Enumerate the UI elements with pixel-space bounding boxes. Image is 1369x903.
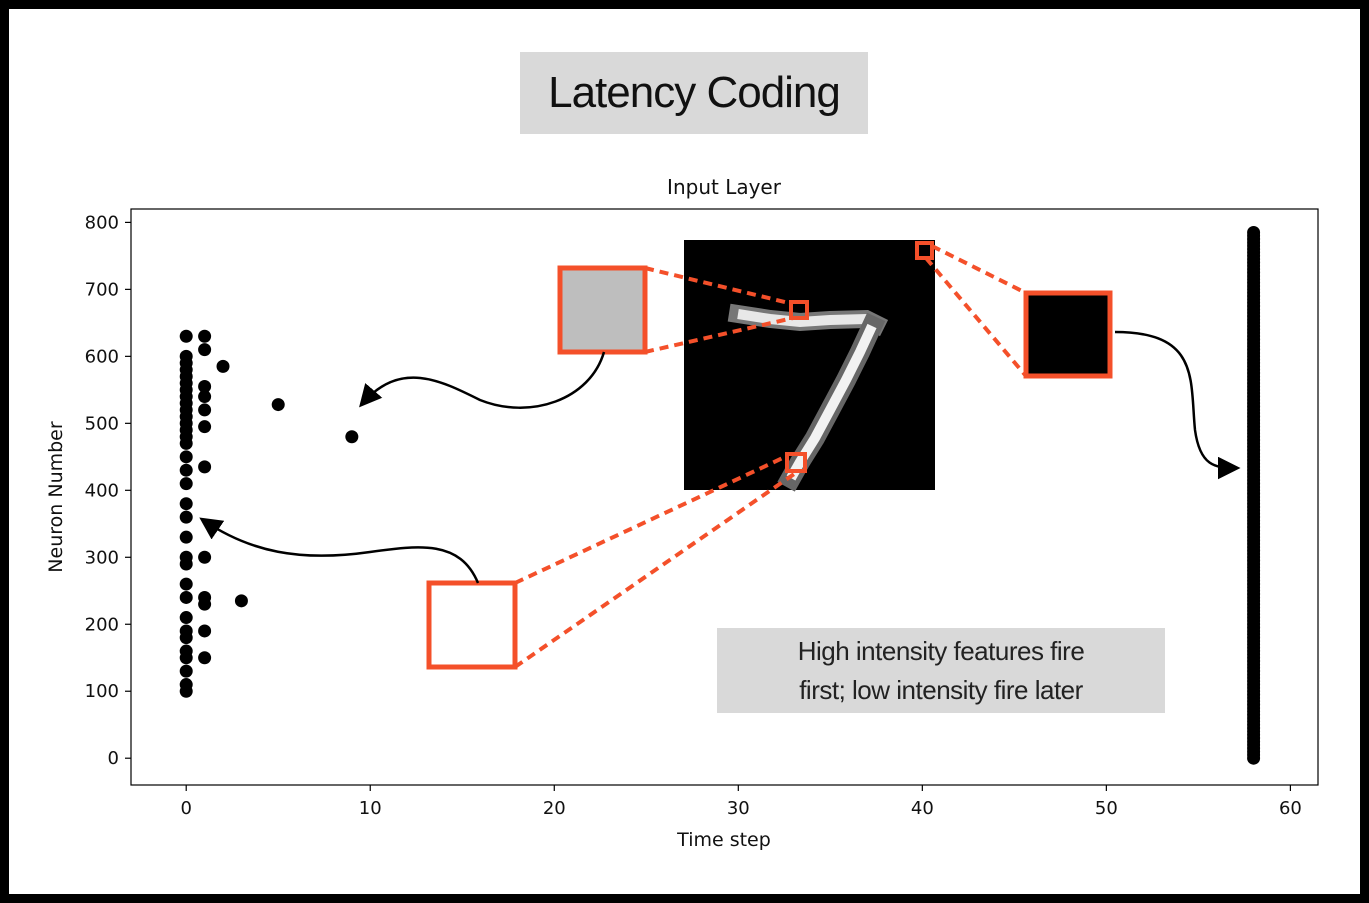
y-tick-label: 700 — [85, 279, 119, 300]
white-pixel-arrow — [199, 517, 480, 584]
spike-point — [179, 624, 193, 638]
gray-pixel-callout — [359, 265, 809, 409]
spike-point — [198, 590, 212, 604]
spike-point — [198, 343, 212, 357]
spike-point — [198, 651, 212, 665]
spike-point — [179, 590, 193, 604]
gray-pixel-zoom-box — [557, 265, 648, 355]
spike-point — [179, 497, 193, 511]
x-tick-label: 20 — [543, 798, 566, 819]
gray-pixel-marker — [789, 300, 809, 320]
x-tick-label: 30 — [727, 798, 750, 819]
black-pixel-arrow — [1114, 330, 1241, 480]
spike-point — [179, 644, 193, 658]
spike-point — [179, 550, 193, 564]
digit-seven-strokes — [727, 303, 889, 492]
spike-point — [179, 577, 193, 591]
gray-pixel-arrow — [359, 351, 606, 409]
plot-area-border — [130, 208, 1319, 786]
y-tick-label: 500 — [85, 413, 119, 434]
spike-point — [198, 550, 212, 564]
spike-point — [179, 678, 193, 692]
spike-point — [234, 594, 248, 608]
white-pixel-zoom-box — [426, 580, 518, 670]
spike-point — [198, 390, 212, 404]
note-line-1: High intensity features fire — [797, 635, 1085, 666]
y-tick-label: 400 — [85, 480, 119, 501]
x-axis-ticks: 0 10 20 30 40 50 60 — [180, 785, 1302, 819]
y-tick-label: 0 — [108, 748, 119, 769]
spike-point — [179, 530, 193, 544]
spike-point — [198, 403, 212, 417]
spike-point — [179, 611, 193, 625]
y-axis-label: Neuron Number — [45, 421, 67, 573]
spike-point — [1247, 225, 1261, 239]
spike-point — [271, 398, 285, 412]
spike-point — [179, 510, 193, 524]
spike-point — [198, 460, 212, 474]
x-tick-label: 0 — [180, 798, 191, 819]
spike-point — [179, 477, 193, 491]
y-tick-label: 200 — [85, 614, 119, 635]
black-pixel-zoom-box — [1023, 290, 1113, 379]
y-tick-label: 300 — [85, 547, 119, 568]
y-tick-label: 600 — [85, 346, 119, 367]
black-pixel-callout — [915, 241, 1241, 480]
y-tick-label: 100 — [85, 681, 119, 702]
spike-point — [198, 420, 212, 434]
explanation-note: High intensity features fire first; low … — [717, 628, 1165, 713]
chart-title: Input Layer — [667, 175, 782, 199]
figure-heading: Latency Coding — [520, 52, 868, 134]
y-tick-label: 800 — [85, 212, 119, 233]
x-tick-label: 60 — [1279, 798, 1302, 819]
x-tick-label: 10 — [359, 798, 382, 819]
x-tick-label: 50 — [1095, 798, 1118, 819]
spike-point — [345, 430, 359, 444]
white-pixel-marker — [785, 452, 807, 473]
spike-point — [198, 329, 212, 343]
spike-point — [179, 329, 193, 343]
spike-point — [179, 450, 193, 464]
x-axis-label: Time step — [676, 829, 771, 851]
spike-point — [216, 359, 230, 373]
white-pixel-callout — [199, 452, 807, 670]
spike-point — [179, 349, 193, 363]
late-spike-column — [1247, 225, 1261, 765]
y-axis-ticks: 0 100 200 300 400 500 600 700 800 — [85, 212, 131, 769]
spike-point — [198, 624, 212, 638]
black-pixel-marker — [915, 241, 934, 260]
spike-point — [198, 379, 212, 393]
note-line-2: first; low intensity fire later — [799, 674, 1083, 705]
spike-point — [179, 664, 193, 678]
spike-points — [179, 329, 359, 698]
spike-point — [179, 463, 193, 477]
digit-image — [684, 240, 935, 492]
x-tick-label: 40 — [911, 798, 934, 819]
